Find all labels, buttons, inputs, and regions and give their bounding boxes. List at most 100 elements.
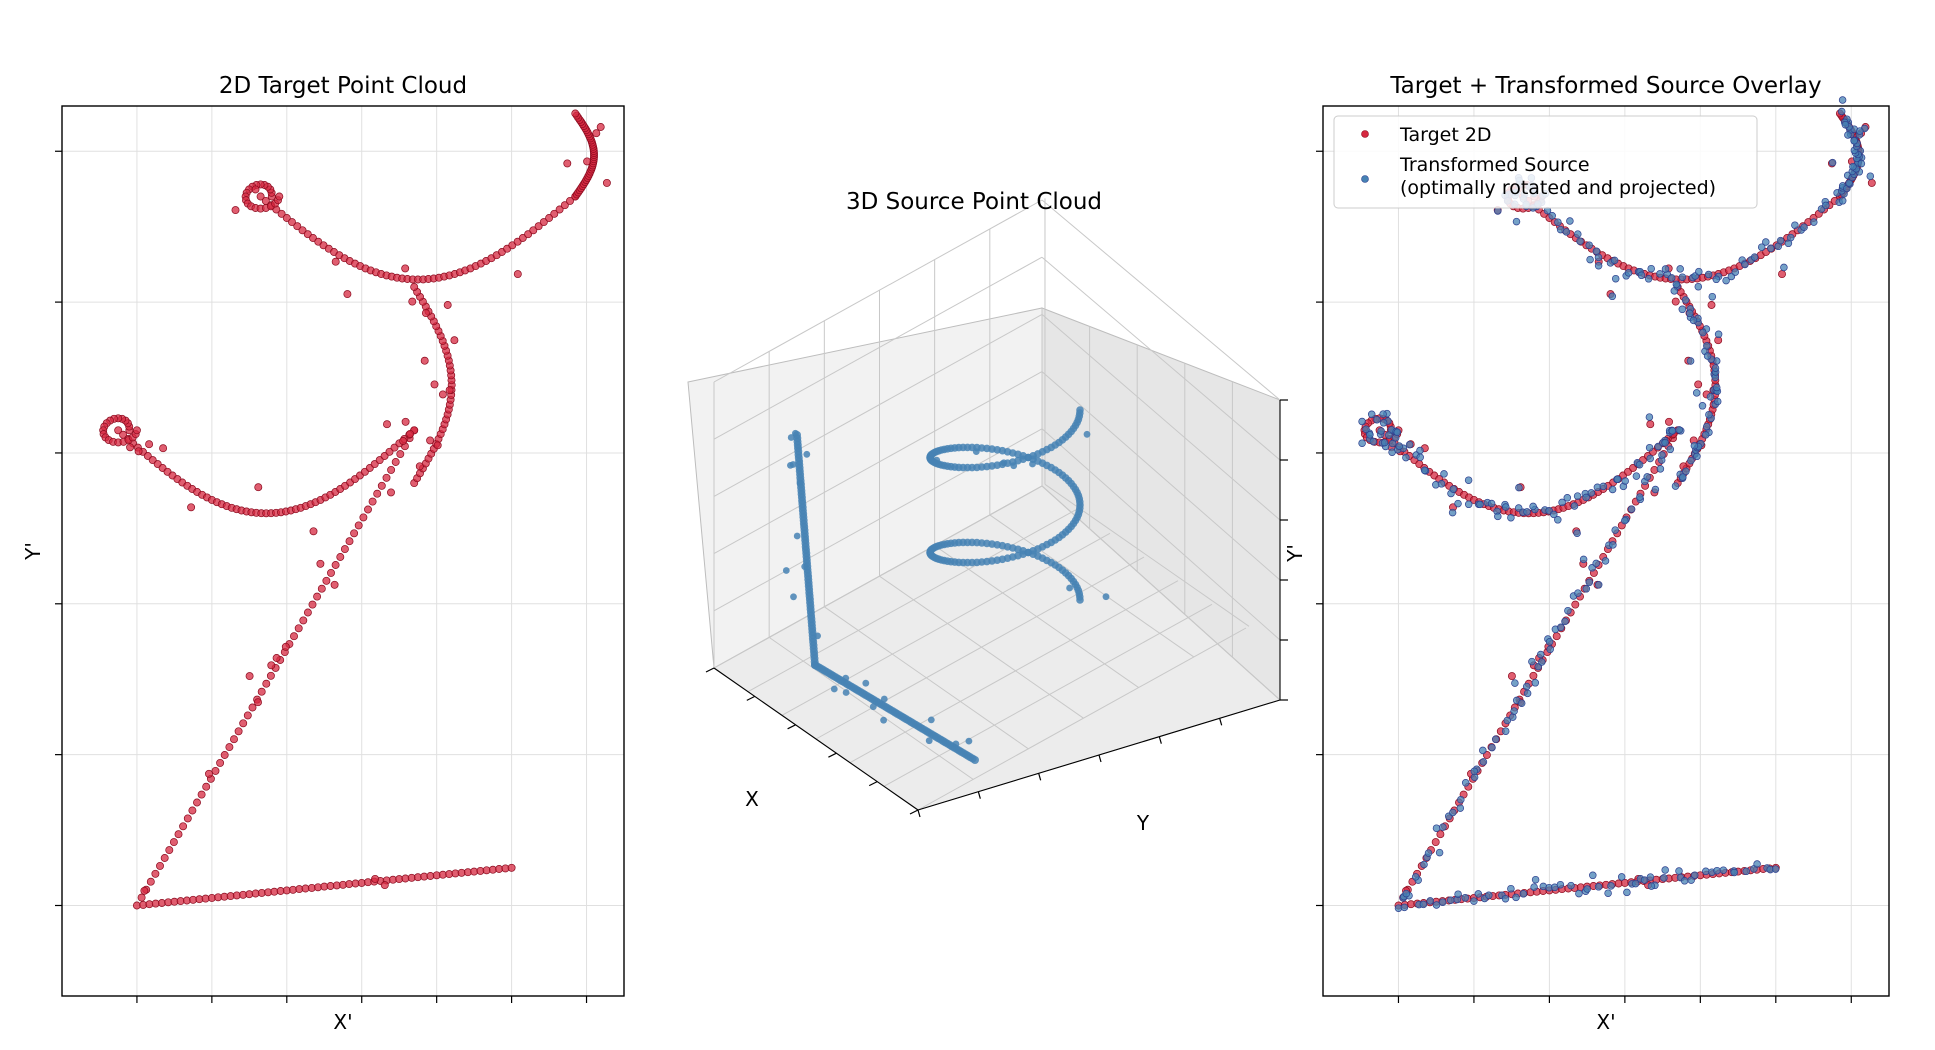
source-point — [1645, 443, 1654, 452]
grid-line-wall — [1041, 199, 1281, 401]
source-point-3d — [952, 740, 960, 748]
source-point — [1439, 823, 1447, 831]
source-point — [1461, 894, 1469, 902]
target-point — [571, 109, 580, 118]
source-point — [1713, 866, 1721, 875]
source-point — [1503, 716, 1512, 725]
source-point-3d — [814, 632, 821, 640]
source-point — [1575, 889, 1583, 898]
source-point-3d — [790, 593, 797, 601]
source-point-3d — [1102, 593, 1110, 601]
source-point — [1686, 357, 1695, 365]
source-point — [1742, 867, 1750, 876]
source-point — [1594, 883, 1603, 891]
source-point — [1702, 867, 1710, 876]
target-point — [211, 766, 220, 775]
target-point — [1436, 830, 1445, 839]
source-point — [1586, 255, 1594, 264]
source-point — [1523, 689, 1532, 698]
target-point — [1431, 838, 1440, 847]
target-point — [231, 206, 240, 215]
target-point — [174, 830, 183, 839]
source-point — [1699, 328, 1707, 337]
source-point — [1440, 470, 1448, 478]
target-point — [309, 234, 317, 242]
source-point-3d — [789, 461, 797, 468]
source-point — [1712, 383, 1721, 392]
target-point — [383, 420, 391, 429]
source-point — [1671, 482, 1680, 490]
target-point — [322, 576, 331, 585]
source-point — [1850, 137, 1858, 145]
source-point — [1632, 472, 1641, 480]
source-point — [1512, 893, 1520, 902]
source-point — [1706, 393, 1715, 401]
target-point — [592, 129, 601, 138]
source-point — [1656, 465, 1665, 473]
target-point — [330, 580, 339, 589]
source-point — [1507, 513, 1515, 522]
target-point — [1707, 301, 1716, 309]
target-point — [188, 806, 197, 815]
source-point-3d — [803, 450, 811, 458]
source-point-3d — [880, 695, 888, 703]
target-point — [193, 798, 201, 807]
target-point — [290, 632, 298, 641]
source-point — [1507, 884, 1515, 893]
target-point — [539, 218, 548, 227]
target-point — [401, 417, 410, 426]
target-point — [382, 473, 391, 482]
source-point — [1693, 452, 1701, 461]
points-source-3d — [782, 406, 1110, 764]
grid-line-wall — [713, 485, 1043, 669]
source-point — [1645, 413, 1654, 421]
source-point-3d — [933, 456, 941, 464]
target-point — [529, 226, 538, 235]
target-point — [159, 444, 168, 453]
target-point — [364, 505, 372, 514]
target-point — [387, 488, 395, 497]
source-point — [1579, 555, 1588, 564]
source-point — [1589, 871, 1597, 880]
source-point-3d — [965, 737, 973, 745]
source-point — [1791, 221, 1799, 229]
source-point — [1562, 228, 1571, 236]
target-point — [401, 264, 410, 273]
source-point — [1470, 897, 1478, 905]
target-point — [309, 527, 318, 536]
source-point — [1583, 885, 1591, 893]
grid-left — [62, 106, 624, 996]
source-point — [1556, 880, 1565, 889]
source-point — [1661, 866, 1669, 874]
source-point — [1822, 201, 1830, 210]
target-point — [146, 877, 155, 886]
source-point — [1393, 428, 1402, 437]
source-point — [1548, 212, 1556, 220]
source-point — [1607, 882, 1615, 890]
source-point — [1416, 446, 1424, 455]
source-point — [1609, 541, 1617, 549]
target-point — [299, 616, 308, 625]
panel-overlay: Target + Transformed Source Overlay X' T… — [1316, 73, 1890, 1034]
source-point — [1643, 473, 1651, 481]
source-point — [1358, 417, 1366, 426]
source-point — [1582, 585, 1591, 593]
source-point — [1411, 873, 1420, 881]
source-point — [1679, 473, 1687, 481]
source-point — [1546, 645, 1554, 654]
source-point — [1432, 824, 1441, 832]
source-point — [1698, 402, 1707, 410]
x-axis-3d — [713, 667, 919, 811]
source-point — [1377, 427, 1385, 435]
target-point — [277, 209, 286, 218]
source-point — [1373, 415, 1381, 424]
source-point — [1702, 422, 1711, 431]
source-point — [1554, 218, 1562, 226]
source-point — [1449, 485, 1458, 493]
source-point — [1637, 271, 1646, 280]
source-point — [1454, 499, 1462, 508]
target-point — [380, 881, 389, 890]
target-point — [254, 698, 262, 707]
source-point — [1837, 107, 1846, 116]
source-point — [1668, 427, 1677, 435]
